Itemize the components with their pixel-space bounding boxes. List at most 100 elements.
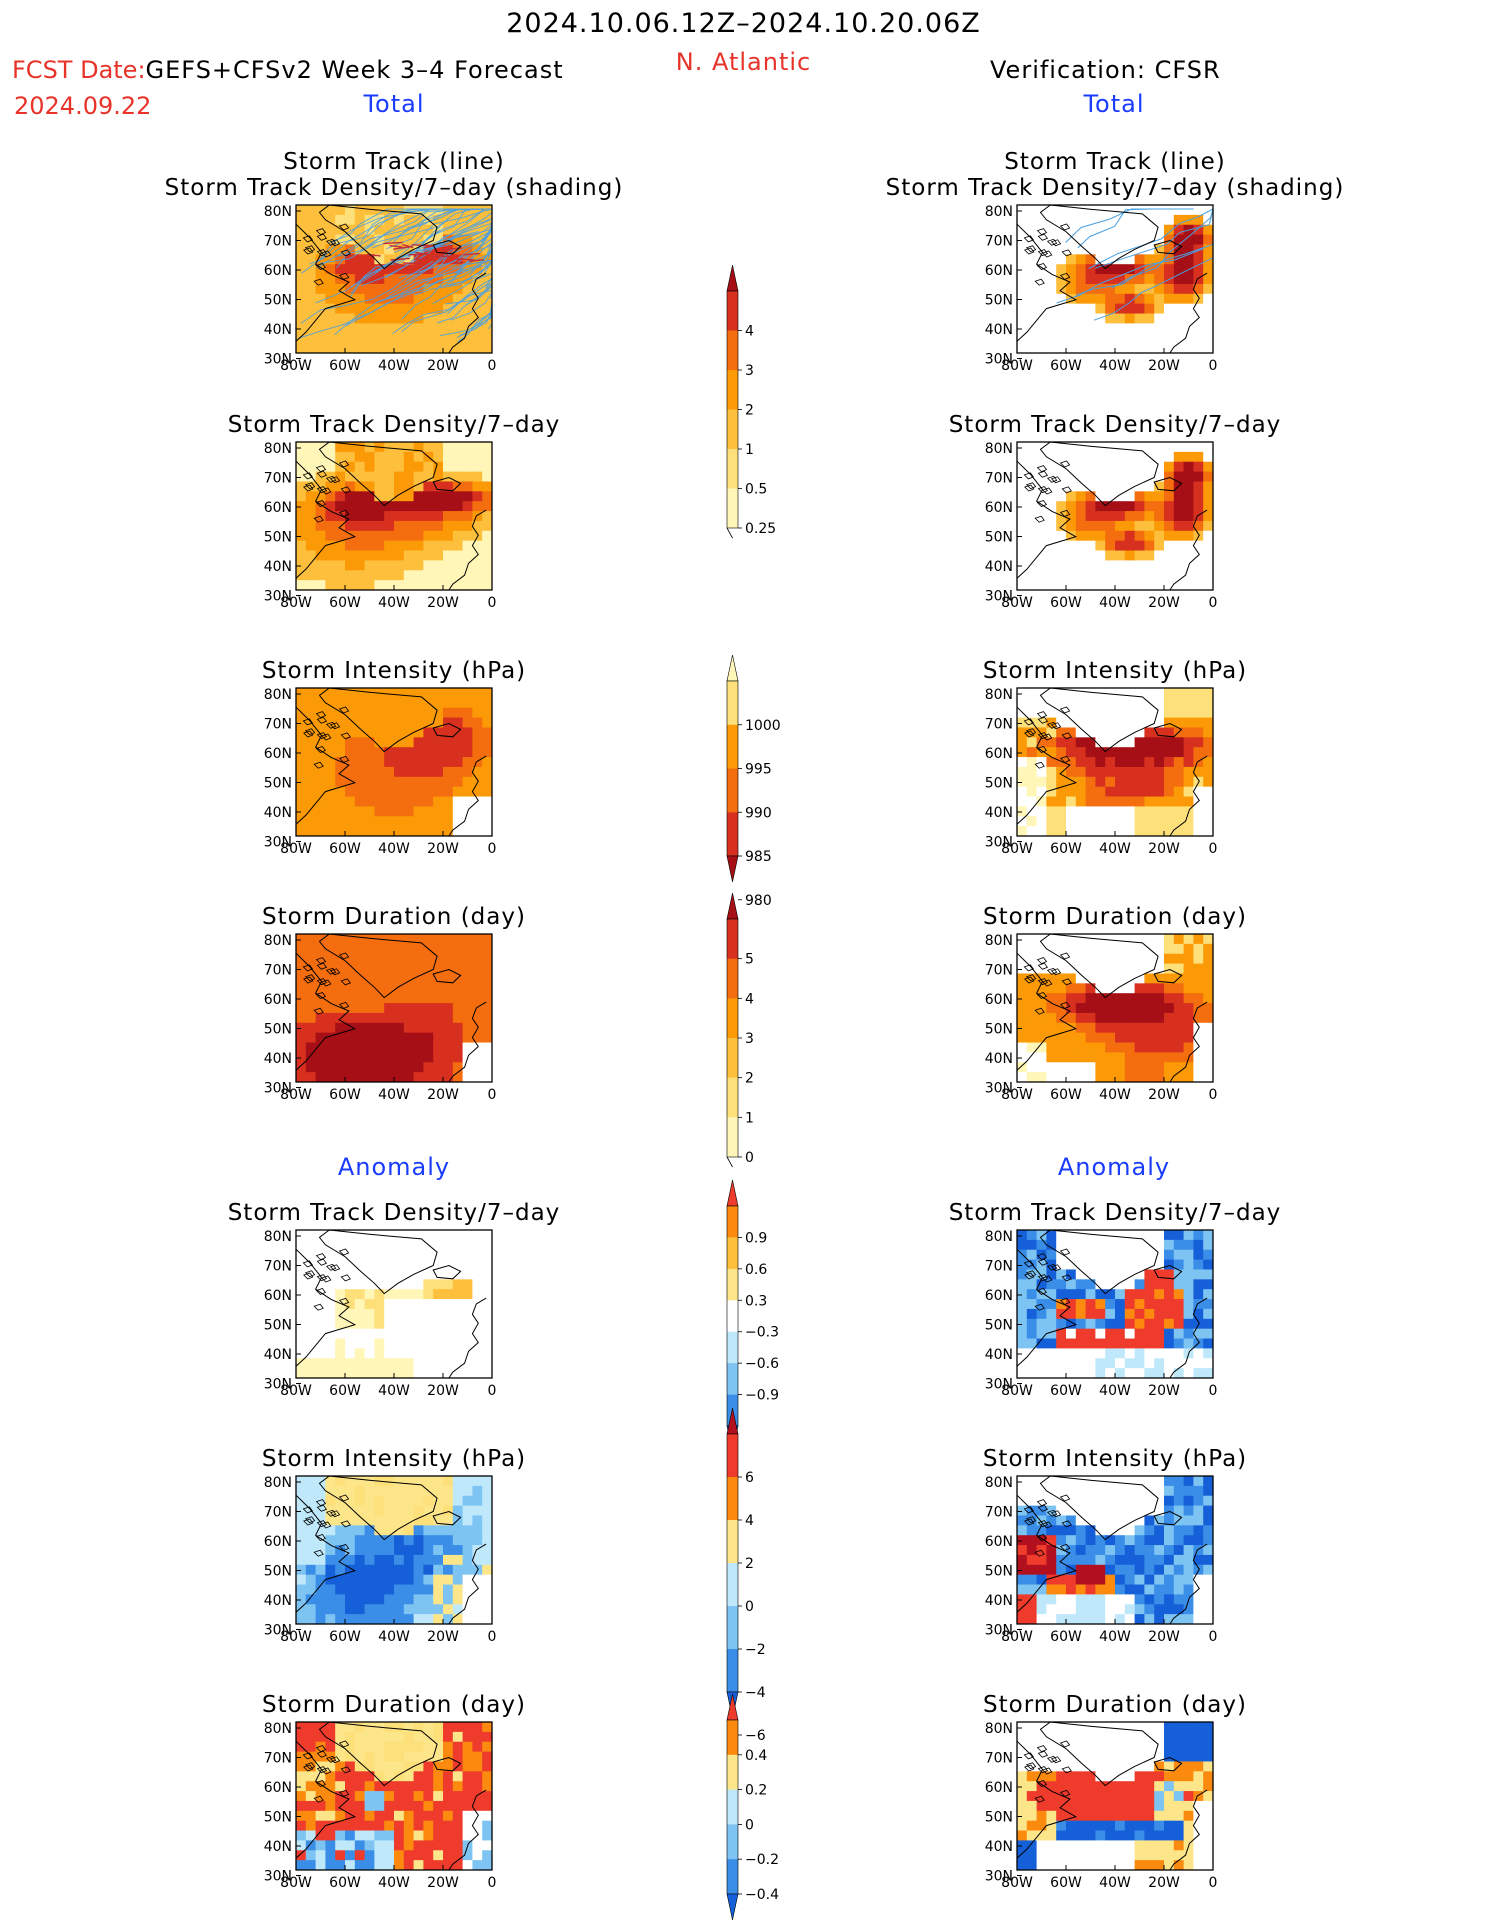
heatmap-cell [1017, 697, 1028, 709]
heatmap-cell [1173, 1840, 1184, 1851]
heatmap-cell [1173, 1476, 1184, 1487]
heatmap-cell [1173, 511, 1184, 522]
heatmap-cell [1154, 1495, 1165, 1506]
heatmap-cell [1095, 1840, 1106, 1851]
heatmap-cell [384, 580, 395, 591]
heatmap-cell [1144, 1062, 1155, 1073]
heatmap-cell [1056, 550, 1067, 561]
heatmap-cell [1124, 786, 1135, 797]
heatmap-cell [482, 1515, 493, 1526]
heatmap-cell [296, 1574, 307, 1585]
heatmap-cell [472, 1348, 483, 1359]
heatmap-cell [1056, 707, 1067, 718]
heatmap-cell [335, 550, 346, 561]
heatmap-cell [413, 1318, 424, 1330]
lat-tick-label: 60N [985, 263, 1013, 279]
heatmap-cell [1017, 1032, 1028, 1043]
heatmap-cell [1124, 1348, 1135, 1359]
heatmap-cell [1183, 1308, 1194, 1320]
heatmap-cell [433, 1338, 444, 1349]
heatmap-cell [1017, 1860, 1028, 1871]
heatmap-cell [1026, 1368, 1037, 1379]
heatmap-cell [413, 264, 424, 275]
heatmap-cell [1056, 1860, 1067, 1871]
island-outline [315, 228, 327, 236]
heatmap-cell [403, 1239, 414, 1251]
heatmap-cell [1036, 973, 1047, 984]
heatmap-cell [1075, 1751, 1086, 1762]
heatmap-cell [1134, 1594, 1145, 1605]
coastline [1153, 1264, 1183, 1280]
heatmap-cell [1085, 214, 1096, 226]
heatmap-cell [305, 303, 316, 314]
heatmap-cell [1046, 1594, 1057, 1605]
lat-tick-label: 80N [985, 687, 1013, 703]
heatmap-cell [1144, 1368, 1155, 1379]
heatmap-cell [1095, 727, 1106, 738]
lat-tick-label: 30N [264, 589, 292, 605]
heatmap-cell [482, 451, 493, 463]
heatmap-cell [335, 244, 346, 255]
heatmap-cell [413, 1564, 424, 1576]
heatmap-cell [1134, 1535, 1145, 1546]
island-outline [338, 1543, 350, 1551]
heatmap-cell [345, 540, 356, 551]
heatmap-cell [1203, 442, 1214, 453]
heatmap-cell [1085, 323, 1096, 334]
heatmap-cell [1203, 707, 1214, 718]
heatmap-cell [345, 1328, 356, 1339]
heatmap-cell [364, 1741, 375, 1752]
heatmap-cell [1115, 1289, 1126, 1300]
heatmap-cell [443, 963, 454, 974]
heatmap-cell [433, 757, 444, 768]
heatmap-cell [1095, 1554, 1106, 1566]
heatmap-cell [1173, 442, 1184, 453]
heatmap-cell [1085, 1564, 1096, 1576]
heatmap-cell [1134, 481, 1145, 492]
heatmap-cell [433, 205, 444, 216]
heatmap-cell [354, 717, 365, 728]
heatmap-cell [315, 1495, 326, 1506]
colorbar-segment [727, 1331, 738, 1364]
heatmap-cell [403, 747, 414, 758]
heatmap-cell [413, 1230, 424, 1241]
heatmap-cell [1124, 1515, 1135, 1526]
heatmap-cell [335, 313, 346, 324]
heatmap-cell [433, 1358, 444, 1369]
heatmap-cell [1134, 1348, 1145, 1359]
heatmap-cell [384, 1042, 395, 1053]
heatmap-cell [472, 934, 483, 945]
heatmap-cell [305, 224, 316, 235]
colorbar-label: 2 [745, 403, 754, 419]
heatmap-cell [452, 471, 463, 482]
heatmap-cell [1036, 303, 1047, 314]
heatmap-cell [1017, 451, 1028, 463]
heatmap-cell [345, 501, 356, 512]
heatmap-cell [345, 973, 356, 984]
heatmap-cell [482, 442, 493, 453]
heatmap-cell [452, 1545, 463, 1556]
heatmap-cell [315, 1358, 326, 1369]
heatmap-cell [384, 442, 395, 453]
coastline [1039, 687, 1159, 753]
heatmap-cell [472, 214, 483, 226]
heatmap-cell [1183, 697, 1194, 709]
heatmap-cell [394, 1003, 405, 1014]
heatmap-cell [443, 1515, 454, 1526]
heatmap-cell [384, 766, 395, 778]
heatmap-cell [433, 983, 444, 994]
heatmap-cell [1144, 953, 1155, 964]
heatmap-cell [335, 1249, 346, 1260]
heatmap-cell [1085, 757, 1096, 768]
heatmap-cell [1115, 491, 1126, 502]
heatmap-cell [1056, 1574, 1067, 1585]
heatmap-cell [1164, 737, 1175, 748]
heatmap-cell [1144, 688, 1155, 699]
heatmap-cell [1056, 1505, 1067, 1516]
lat-tick-label: 70N [985, 471, 1013, 487]
heatmap-cell [1036, 688, 1047, 699]
heatmap-cell [335, 1368, 346, 1379]
lat-tick-label: 40N [264, 1593, 292, 1609]
heatmap-cell [1046, 1761, 1057, 1772]
heatmap-cell [1154, 471, 1165, 482]
